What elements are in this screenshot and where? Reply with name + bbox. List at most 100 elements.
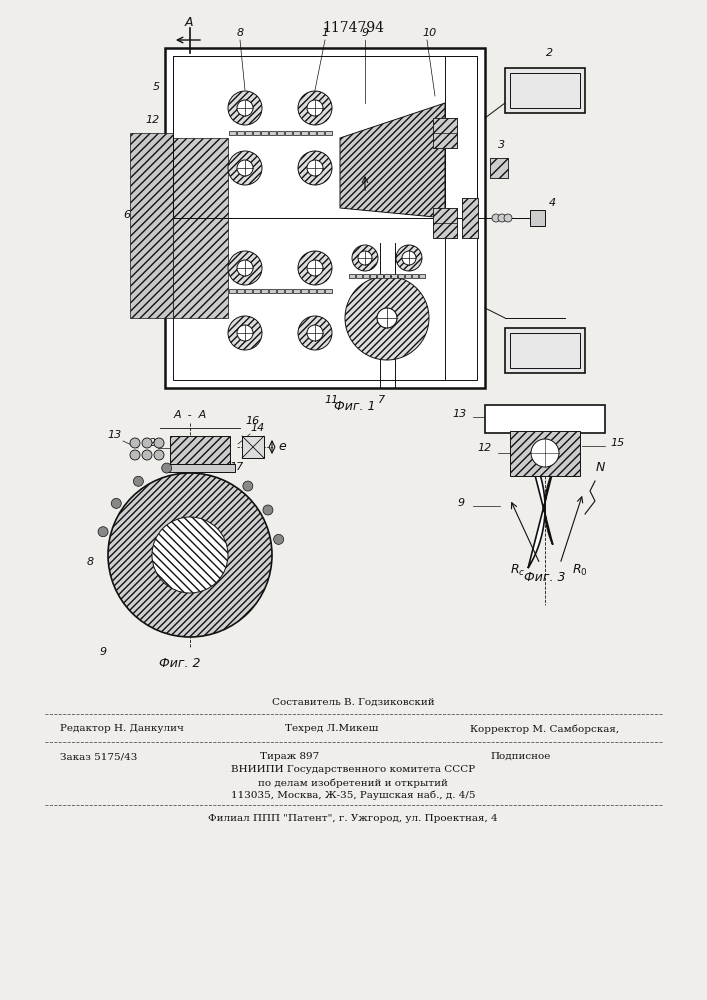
Bar: [419, 274, 425, 278]
Text: Фиг. 1: Фиг. 1: [334, 400, 375, 413]
Bar: [505, 328, 585, 373]
Bar: [245, 289, 252, 293]
Bar: [462, 198, 478, 238]
Circle shape: [237, 325, 253, 341]
Circle shape: [345, 276, 429, 360]
Bar: [173, 56, 477, 380]
Bar: [356, 274, 362, 278]
Bar: [363, 274, 369, 278]
Bar: [293, 289, 300, 293]
Bar: [228, 131, 235, 135]
Circle shape: [237, 100, 253, 116]
Bar: [293, 131, 300, 135]
Text: Редактор Н. Данкулич: Редактор Н. Данкулич: [60, 724, 184, 733]
Text: 11: 11: [325, 395, 339, 405]
Text: 12: 12: [478, 443, 492, 453]
Text: 13: 13: [452, 409, 467, 419]
Circle shape: [130, 450, 140, 460]
Text: $R_0$: $R_0$: [572, 563, 588, 578]
Circle shape: [108, 473, 272, 637]
Text: 17: 17: [230, 462, 244, 472]
Text: 1: 1: [322, 28, 329, 38]
Bar: [412, 274, 418, 278]
Text: 9: 9: [100, 647, 107, 657]
Bar: [130, 133, 173, 318]
Bar: [370, 274, 376, 278]
Bar: [384, 274, 390, 278]
Circle shape: [298, 316, 332, 350]
Circle shape: [152, 517, 228, 593]
Bar: [490, 158, 508, 178]
Circle shape: [228, 251, 262, 285]
Circle shape: [237, 160, 253, 176]
Circle shape: [492, 214, 500, 222]
Circle shape: [142, 438, 152, 448]
Bar: [462, 198, 478, 238]
Bar: [165, 48, 485, 388]
Bar: [490, 158, 508, 178]
Circle shape: [307, 260, 323, 276]
Circle shape: [228, 316, 262, 350]
Bar: [260, 131, 267, 135]
Bar: [317, 289, 324, 293]
Text: Фиг. 2: Фиг. 2: [159, 657, 201, 670]
Text: 16: 16: [246, 416, 260, 426]
Bar: [433, 208, 457, 238]
Bar: [242, 436, 264, 458]
Polygon shape: [340, 103, 445, 218]
Text: по делам изобретений и открытий: по делам изобретений и открытий: [258, 778, 448, 788]
Circle shape: [237, 260, 253, 276]
Text: A  -  A: A - A: [173, 410, 206, 420]
Bar: [173, 138, 228, 318]
Text: 113035, Москва, Ж-35, Раушская наб., д. 4/5: 113035, Москва, Ж-35, Раушская наб., д. …: [230, 791, 475, 800]
Bar: [325, 131, 332, 135]
Bar: [237, 289, 243, 293]
Bar: [505, 68, 585, 113]
Bar: [349, 274, 355, 278]
Text: 1174794: 1174794: [322, 21, 384, 35]
Circle shape: [531, 439, 559, 467]
Text: 7: 7: [378, 395, 385, 405]
Text: Составитель В. Годзиковский: Составитель В. Годзиковский: [271, 698, 434, 707]
Text: 4: 4: [549, 198, 556, 208]
Text: Тираж 897: Тираж 897: [260, 752, 320, 761]
Bar: [269, 289, 276, 293]
Circle shape: [228, 91, 262, 125]
Text: 10: 10: [423, 28, 437, 38]
Circle shape: [142, 450, 152, 460]
Text: Филиал ППП "Патент", г. Ужгород, ул. Проектная, 4: Филиал ППП "Патент", г. Ужгород, ул. Про…: [208, 814, 498, 823]
Bar: [260, 289, 267, 293]
Text: 6: 6: [124, 210, 131, 220]
Circle shape: [263, 505, 273, 515]
Text: 8: 8: [86, 557, 93, 567]
Bar: [284, 289, 291, 293]
Bar: [317, 131, 324, 135]
Bar: [325, 289, 332, 293]
Text: 3: 3: [498, 140, 506, 150]
Bar: [276, 289, 284, 293]
Text: 9: 9: [458, 498, 465, 508]
Circle shape: [377, 308, 397, 328]
Text: Заказ 5175/43: Заказ 5175/43: [60, 752, 137, 761]
Circle shape: [154, 450, 164, 460]
Bar: [252, 289, 259, 293]
Text: 14: 14: [251, 423, 265, 433]
Circle shape: [130, 438, 140, 448]
Bar: [228, 289, 235, 293]
Bar: [510, 73, 580, 108]
Circle shape: [98, 527, 108, 537]
Circle shape: [504, 214, 512, 222]
Bar: [398, 274, 404, 278]
Text: 13: 13: [108, 430, 122, 440]
Bar: [284, 131, 291, 135]
Circle shape: [274, 534, 284, 544]
Text: N: N: [595, 461, 604, 474]
Text: $R_c$: $R_c$: [510, 563, 526, 578]
Text: ВНИИПИ Государственного комитета СССР: ВНИИПИ Государственного комитета СССР: [231, 765, 475, 774]
Bar: [269, 131, 276, 135]
Text: Подписное: Подписное: [490, 752, 550, 761]
Bar: [170, 436, 230, 464]
Bar: [300, 289, 308, 293]
Text: 12: 12: [143, 438, 157, 448]
Bar: [377, 274, 383, 278]
